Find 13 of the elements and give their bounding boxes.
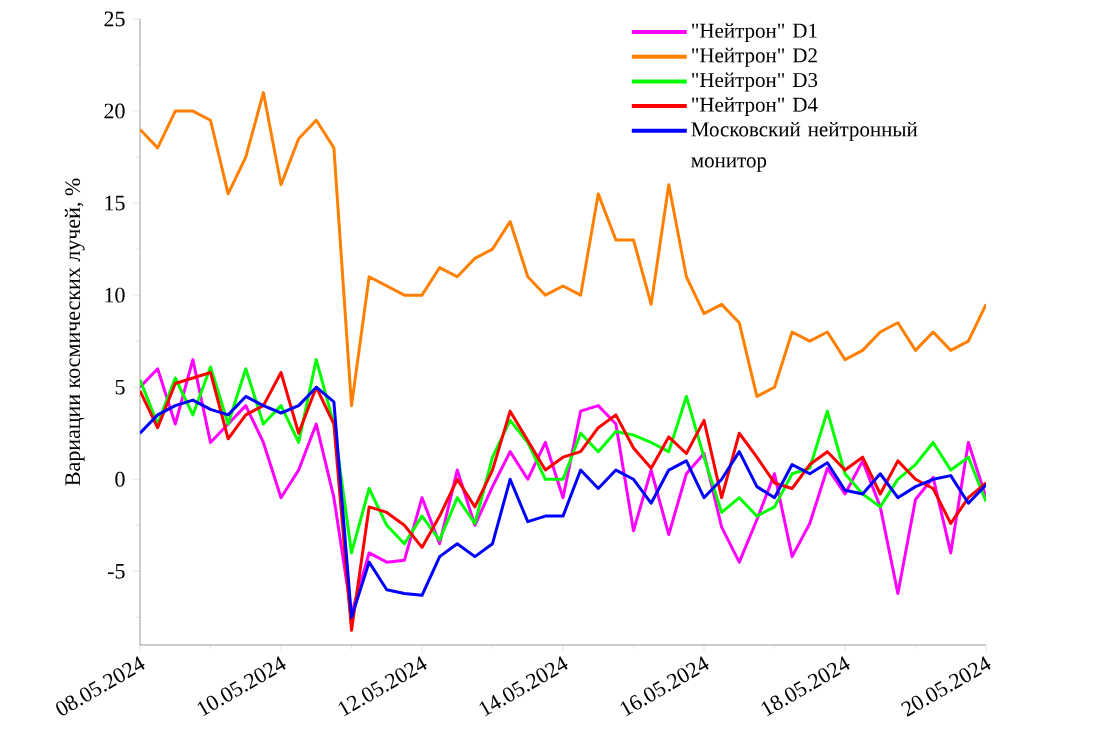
y-tick-label: -5 xyxy=(107,564,125,579)
legend-label: "Нейтрон" D3 xyxy=(692,72,818,92)
y-tick-label: 25 xyxy=(104,11,125,27)
legend-label: "Нейтрон" D1 xyxy=(692,23,817,43)
y-tick-label: 10 xyxy=(105,287,125,303)
y-tick-label: 0 xyxy=(115,471,125,487)
y-tick-label: 20 xyxy=(104,103,125,119)
y-tick-label: 5 xyxy=(115,379,125,395)
y-axis-title: Вариации космических лучей, % xyxy=(64,178,85,486)
y-tick-label: 15 xyxy=(105,195,125,211)
legend-label: "Нейтрон" D2 xyxy=(692,47,817,67)
legend-label: Московский нейтронный монитор xyxy=(691,121,918,172)
legend-label: "Нейтрон" D4 xyxy=(692,97,818,117)
